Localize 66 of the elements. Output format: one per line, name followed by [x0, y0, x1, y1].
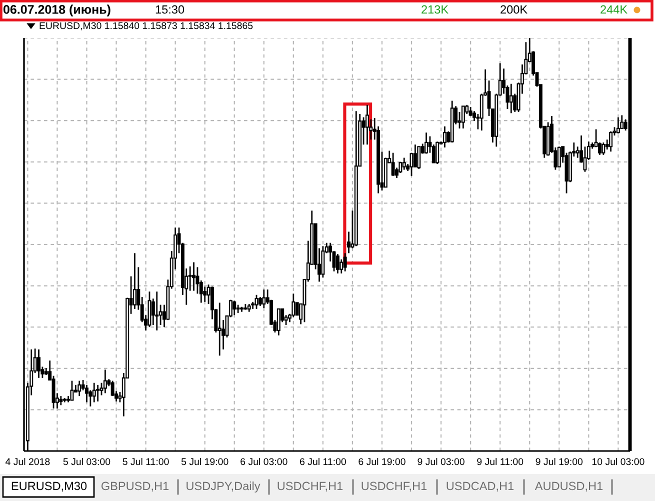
x-tick-label: 10 Jul 03:00 — [592, 458, 644, 466]
text: USDCHF,H1 — [362, 482, 427, 492]
text: EURUSD,M30 — [12, 482, 87, 492]
candlestick — [96, 384, 100, 402]
text: USDCHF,H1 — [278, 482, 343, 492]
candlestick — [132, 252, 136, 310]
candlestick — [321, 245, 325, 278]
candlestick — [616, 116, 620, 134]
x-tick-label: 5 Jul 03:00 — [63, 458, 110, 466]
candlestick — [59, 395, 63, 406]
candlestick — [70, 380, 74, 401]
text: 244K — [600, 5, 628, 14]
candlestick — [37, 348, 40, 379]
candlestick — [85, 384, 88, 403]
candlestick — [436, 140, 440, 165]
x-tick-label: 5 Jul 11:00 — [122, 458, 169, 466]
candlestick — [232, 300, 236, 316]
x-tick-label: 5 Jul 19:00 — [181, 458, 228, 466]
candlestick — [410, 152, 414, 177]
candlestick — [417, 146, 421, 170]
chart-title: EURUSD,M30 1.15840 1.15873 1.15834 1.15865 — [40, 22, 253, 30]
candlestick — [557, 146, 561, 168]
candlestick — [276, 308, 280, 336]
candlestick — [576, 146, 580, 158]
candlestick — [413, 144, 417, 168]
candlestick — [402, 157, 406, 170]
text: USDJPY,Daily — [186, 481, 260, 493]
candlestick — [292, 292, 296, 318]
candlestick — [442, 126, 446, 148]
text: 213K — [422, 5, 448, 14]
candlestick — [602, 142, 606, 156]
candlestick — [583, 146, 587, 173]
x-tick-label: 6 Jul 11:00 — [300, 458, 346, 466]
text: GBPUSD,H1 — [101, 482, 169, 492]
x-tick-label: 9 Jul 03:00 — [418, 458, 464, 466]
x-tick-label: 4 Jul 2018 — [5, 458, 50, 466]
text: 200K — [500, 5, 528, 14]
x-tick-label: 9 Jul 11:00 — [477, 458, 524, 466]
candlestick — [258, 296, 262, 307]
text: 06.07.2018 (июнь) — [3, 4, 110, 16]
x-tick-label: 6 Jul 03:00 — [240, 458, 288, 466]
text: 15:30 — [156, 5, 184, 14]
x-tick-label: 9 Jul 19:00 — [536, 458, 583, 466]
candlestick — [461, 105, 465, 130]
text: USDCAD,H1 — [446, 482, 514, 492]
candlestick — [336, 253, 340, 274]
candlestick — [103, 368, 107, 394]
candlestick — [254, 294, 258, 310]
x-tick-label: 6 Jul 19:00 — [358, 458, 406, 466]
candlestick — [424, 132, 428, 154]
candlestick — [295, 302, 299, 316]
candlestick — [155, 290, 159, 332]
candlestick — [92, 382, 96, 403]
text: AUDUSD,H1 — [534, 482, 603, 492]
candlestick — [509, 83, 513, 114]
candlestick — [365, 104, 369, 146]
candlestick — [391, 152, 395, 177]
candlestick — [598, 142, 602, 156]
candlestick — [192, 262, 196, 292]
candlestick — [609, 130, 613, 152]
candlestick — [52, 375, 56, 410]
candlestick — [218, 302, 222, 356]
candlestick — [262, 288, 266, 309]
candlestick — [343, 252, 347, 272]
candlestick — [620, 114, 624, 130]
candlestick — [78, 380, 82, 397]
